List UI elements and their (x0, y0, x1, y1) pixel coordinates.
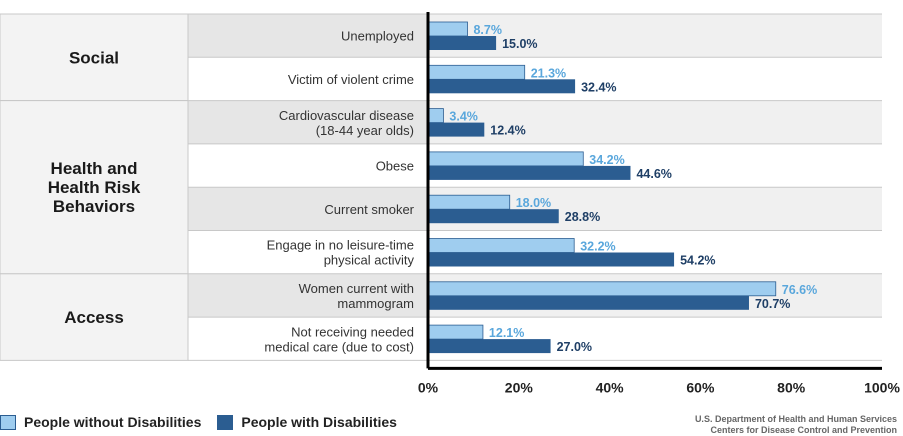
legend-item-with-disabilities: People with Disabilities (217, 414, 397, 430)
group-label-health-and-line-1: Health and (51, 159, 138, 178)
source-line-2: Centers for Disease Control and Preventi… (710, 425, 897, 435)
group-cell-access (0, 273, 189, 361)
value-label-people-without-disabilities-5: 18.0% (516, 196, 551, 210)
bar-people-without-disabilities-6 (427, 238, 575, 253)
value-label-people-with-disabilities-6: 54.2% (680, 254, 715, 268)
category-label-6-line-2: physical activity (324, 253, 415, 268)
value-label-people-with-disabilities-8: 27.0% (557, 340, 592, 354)
legend-label-with-disabilities: People with Disabilities (241, 414, 397, 430)
bar-people-without-disabilities-5 (427, 194, 511, 210)
category-label-7-line-1: Women current with (299, 281, 414, 296)
category-label-3-line-1: Cardiovascular disease (279, 108, 414, 123)
group-label-health-and-line-2: Health Risk (48, 178, 141, 197)
legend-swatch-with-disabilities (217, 414, 234, 430)
row-label-cell-4 (188, 143, 428, 188)
source-line-1: U.S. Department of Health and Human Serv… (694, 414, 897, 424)
row-label-cell-5 (188, 187, 428, 231)
category-label-6-line-1: Engage in no leisure-time (267, 238, 414, 253)
category-label-8-line-2: medical care (due to cost) (264, 339, 414, 354)
category-label-7-line-2: mammogram (337, 296, 414, 311)
source-credit: U.S. Department of Health and Human Serv… (695, 414, 897, 436)
value-label-people-with-disabilities-1: 15.0% (502, 37, 537, 51)
category-label-3-line-2: (18-44 year olds) (316, 123, 414, 138)
row-label-cell-8 (188, 317, 428, 361)
row-plot-band-1 (428, 14, 882, 58)
legend: People without Disabilities People with … (0, 414, 413, 430)
row-label-cell-7 (188, 273, 428, 318)
bar-people-without-disabilities-4 (427, 151, 584, 167)
x-tick-label-80: 80% (777, 379, 806, 395)
value-label-people-without-disabilities-6: 32.2% (580, 240, 615, 254)
bar-people-with-disabilities-1 (428, 36, 497, 50)
bar-people-with-disabilities-8 (428, 339, 551, 354)
x-tick-label-60: 60% (686, 379, 715, 395)
x-tick-label-0: 0% (418, 379, 439, 395)
legend-label-without-disabilities: People without Disabilities (24, 414, 202, 430)
group-cell-social (0, 13, 189, 102)
value-label-people-without-disabilities-8: 12.1% (489, 326, 524, 340)
x-tick-label-20: 20% (505, 379, 534, 395)
value-label-people-without-disabilities-3: 3.4% (449, 110, 478, 124)
bar-people-without-disabilities-1 (427, 21, 468, 37)
bar-people-with-disabilities-3 (428, 122, 485, 137)
group-label-social: Social (69, 48, 119, 67)
bar-people-with-disabilities-5 (428, 209, 559, 224)
bar-people-with-disabilities-7 (428, 295, 749, 310)
value-label-people-with-disabilities-2: 32.4% (581, 80, 616, 94)
value-label-people-without-disabilities-1: 8.7% (473, 23, 502, 37)
category-label-1: Unemployed (341, 29, 414, 44)
value-label-people-with-disabilities-5: 28.8% (565, 210, 600, 224)
row-label-cell-1 (188, 14, 428, 58)
value-label-people-without-disabilities-4: 34.2% (589, 153, 624, 167)
row-plot-band-8 (428, 317, 882, 361)
group-label-health-and-line-3: Behaviors (53, 197, 135, 216)
bar-people-without-disabilities-8 (427, 324, 484, 340)
value-label-people-with-disabilities-7: 70.7% (755, 297, 790, 311)
bar-people-without-disabilities-3 (427, 108, 444, 123)
bar-people-with-disabilities-6 (428, 252, 675, 267)
row-label-cell-2 (188, 57, 428, 101)
group-label-access: Access (64, 308, 124, 327)
group-cell-health-and (0, 100, 189, 275)
value-label-people-with-disabilities-4: 44.6% (636, 167, 671, 181)
value-label-people-without-disabilities-2: 21.3% (531, 66, 566, 80)
x-tick-label-40: 40% (596, 379, 625, 395)
bar-people-without-disabilities-7 (427, 281, 777, 297)
category-label-2: Victim of violent crime (288, 72, 414, 87)
value-label-people-with-disabilities-3: 12.4% (490, 124, 525, 138)
row-plot-band-3 (428, 100, 882, 144)
x-tick-label-100: 100% (864, 379, 900, 395)
bar-people-with-disabilities-4 (428, 165, 631, 180)
category-label-4: Obese (376, 159, 414, 174)
bar-people-with-disabilities-2 (428, 79, 576, 94)
legend-swatch-without-disabilities (0, 414, 16, 430)
category-label-5: Current smoker (324, 202, 414, 217)
bar-people-without-disabilities-2 (427, 64, 526, 80)
legend-item-without-disabilities: People without Disabilities (0, 414, 201, 430)
category-label-8-line-1: Not receiving needed (291, 324, 414, 339)
row-label-cell-6 (188, 230, 428, 274)
row-label-cell-3 (188, 100, 428, 144)
value-label-people-without-disabilities-7: 76.6% (782, 283, 817, 297)
